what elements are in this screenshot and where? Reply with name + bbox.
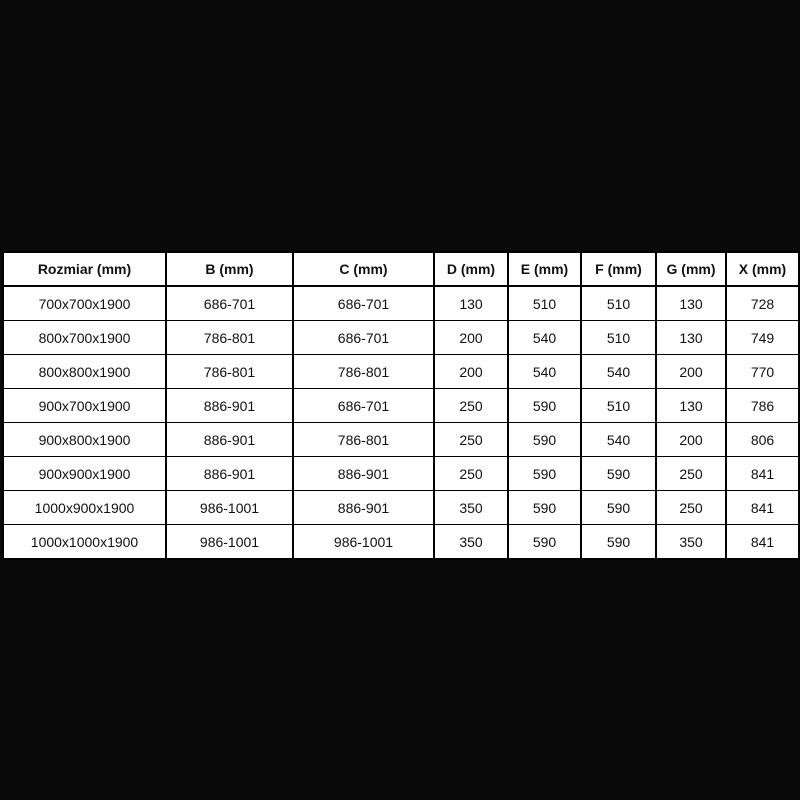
table-cell: 350: [655, 524, 727, 560]
table-cell: 886-901: [165, 422, 294, 457]
table-cell: 986-1001: [165, 490, 294, 525]
table-cell: 510: [580, 320, 657, 355]
table-cell: 250: [433, 422, 509, 457]
table-header-row: Rozmiar (mm) B (mm) C (mm) D (mm) E (mm) F (m…: [2, 251, 800, 287]
table-cell: 130: [655, 388, 727, 423]
table-cell: 986-1001: [292, 524, 435, 560]
table-row: 900x700x1900 886-901 686-701 250 590 510 130 78…: [2, 388, 800, 423]
column-header: F (mm): [580, 251, 657, 287]
table-row: 900x900x1900 886-901 886-901 250 590 590 250 84…: [2, 456, 800, 491]
table-cell: 886-901: [165, 388, 294, 423]
table-row: 800x700x1900 786-801 686-701 200 540 510 130 74…: [2, 320, 800, 355]
table-cell: 200: [655, 354, 727, 389]
table-cell: 590: [507, 490, 582, 525]
table-cell: 900x700x1900: [2, 388, 167, 423]
table-cell: 728: [725, 285, 800, 321]
column-header: Rozmiar (mm): [2, 251, 167, 287]
table-cell: 770: [725, 354, 800, 389]
table-cell: 250: [655, 490, 727, 525]
table-cell: 590: [580, 456, 657, 491]
table-row: 700x700x1900 686-701 686-701 130 510 510 130 72…: [2, 285, 800, 321]
table-cell: 700x700x1900: [2, 285, 167, 321]
table-cell: 200: [433, 320, 509, 355]
table-cell: 800x800x1900: [2, 354, 167, 389]
dimensions-table: Rozmiar (mm) B (mm) C (mm) D (mm) E (mm) F (m…: [2, 251, 800, 560]
column-header: E (mm): [507, 251, 582, 287]
table-cell: 786-801: [165, 354, 294, 389]
table-cell: 786: [725, 388, 800, 423]
table-cell: 1000x1000x1900: [2, 524, 167, 560]
column-header: G (mm): [655, 251, 727, 287]
table-cell: 130: [655, 285, 727, 321]
table-cell: 130: [433, 285, 509, 321]
table-row: 1000x1000x1900 986-1001 986-1001 350 590 590 3…: [2, 524, 800, 560]
table-cell: 590: [580, 524, 657, 560]
table-cell: 749: [725, 320, 800, 355]
table-cell: 540: [507, 354, 582, 389]
column-header: X (mm): [725, 251, 800, 287]
table-cell: 1000x900x1900: [2, 490, 167, 525]
table-cell: 806: [725, 422, 800, 457]
table-cell: 841: [725, 490, 800, 525]
table-cell: 540: [580, 354, 657, 389]
table-cell: 350: [433, 490, 509, 525]
table-cell: 841: [725, 524, 800, 560]
table-cell: 686-701: [292, 320, 435, 355]
table-row: 1000x900x1900 986-1001 886-901 350 590 590 250…: [2, 490, 800, 525]
table-cell: 900x800x1900: [2, 422, 167, 457]
table-cell: 786-801: [165, 320, 294, 355]
table-cell: 590: [507, 524, 582, 560]
table-cell: 510: [580, 285, 657, 321]
table-cell: 200: [655, 422, 727, 457]
table-cell: 350: [433, 524, 509, 560]
table-cell: 986-1001: [165, 524, 294, 560]
table-cell: 510: [507, 285, 582, 321]
table-cell: 510: [580, 388, 657, 423]
table-cell: 786-801: [292, 354, 435, 389]
table-cell: 200: [433, 354, 509, 389]
table-cell: 886-901: [292, 490, 435, 525]
column-header: B (mm): [165, 251, 294, 287]
table-row: 900x800x1900 886-901 786-801 250 590 540 200 80…: [2, 422, 800, 457]
table-cell: 686-701: [292, 388, 435, 423]
table-cell: 686-701: [292, 285, 435, 321]
table-cell: 590: [580, 490, 657, 525]
table-cell: 250: [433, 388, 509, 423]
column-header: D (mm): [433, 251, 509, 287]
table-cell: 786-801: [292, 422, 435, 457]
table-cell: 800x700x1900: [2, 320, 167, 355]
table-cell: 540: [580, 422, 657, 457]
column-header: C (mm): [292, 251, 435, 287]
table-cell: 250: [655, 456, 727, 491]
table-cell: 540: [507, 320, 582, 355]
table-row: 800x800x1900 786-801 786-801 200 540 540 200 77…: [2, 354, 800, 389]
table-cell: 590: [507, 456, 582, 491]
table-cell: 900x900x1900: [2, 456, 167, 491]
table-cell: 886-901: [292, 456, 435, 491]
table-cell: 590: [507, 422, 582, 457]
table-cell: 130: [655, 320, 727, 355]
table-cell: 686-701: [165, 285, 294, 321]
table-cell: 841: [725, 456, 800, 491]
table-cell: 250: [433, 456, 509, 491]
table-cell: 886-901: [165, 456, 294, 491]
table-cell: 590: [507, 388, 582, 423]
